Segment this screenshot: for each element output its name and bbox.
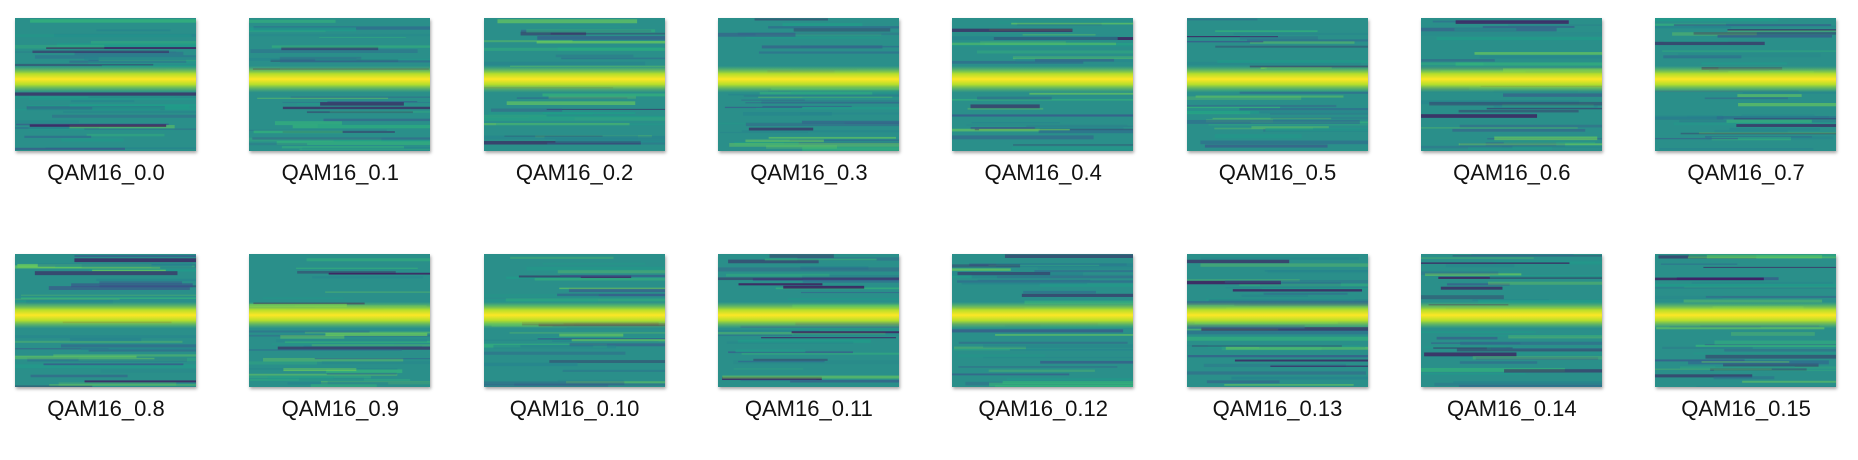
file-item[interactable]: QAM16_0.9 <box>249 254 483 454</box>
file-item[interactable]: QAM16_0.12 <box>952 254 1186 454</box>
thumbnail <box>952 254 1134 387</box>
file-name: QAM16_0.10 <box>509 396 640 421</box>
file-name: QAM16_0.5 <box>1218 160 1337 185</box>
file-name: QAM16_0.4 <box>984 160 1102 185</box>
file-name: QAM16_0.13 <box>1212 396 1343 421</box>
thumbnail <box>952 18 1134 151</box>
file-name: QAM16_0.2 <box>515 160 634 185</box>
file-name: QAM16_0.9 <box>281 396 399 421</box>
thumbnail <box>1420 18 1602 151</box>
thumbnail <box>1655 18 1837 151</box>
file-item[interactable]: QAM16_0.14 <box>1420 254 1655 454</box>
file-item[interactable]: QAM16_0.11 <box>717 254 952 454</box>
file-item[interactable]: QAM16_0.2 <box>483 18 718 218</box>
file-item[interactable]: QAM16_0.8 <box>15 254 249 454</box>
file-name: QAM16_0.7 <box>1687 160 1805 185</box>
file-item[interactable]: QAM16_0.15 <box>1655 254 1858 454</box>
file-item[interactable]: QAM16_0.7 <box>1655 18 1858 218</box>
thumbnail <box>483 18 665 151</box>
file-name: QAM16_0.14 <box>1446 396 1577 421</box>
file-item[interactable]: QAM16_0.10 <box>483 254 718 454</box>
file-item[interactable]: QAM16_0.13 <box>1186 254 1421 454</box>
file-item[interactable]: QAM16_0.6 <box>1420 18 1655 218</box>
file-item[interactable]: QAM16_0.4 <box>952 18 1186 218</box>
thumbnail <box>717 18 899 151</box>
file-item[interactable]: QAM16_0.0 <box>15 18 249 218</box>
thumbnail <box>249 254 431 387</box>
thumbnail <box>15 18 196 151</box>
file-item[interactable]: QAM16_0.5 <box>1186 18 1421 218</box>
file-name: QAM16_0.8 <box>47 396 165 421</box>
file-item[interactable]: QAM16_0.3 <box>717 18 952 218</box>
thumbnail <box>1186 18 1368 151</box>
file-name: QAM16_0.3 <box>750 160 868 185</box>
thumbnail <box>717 254 899 387</box>
thumbnail <box>1420 254 1602 387</box>
file-name: QAM16_0.11 <box>744 396 873 421</box>
file-name: QAM16_0.1 <box>281 160 399 185</box>
thumbnail <box>1655 254 1837 387</box>
thumbnail <box>249 18 431 151</box>
thumbnail <box>483 254 665 387</box>
thumbnail <box>15 254 196 387</box>
file-name: QAM16_0.0 <box>47 160 165 185</box>
file-name: QAM16_0.15 <box>1681 396 1811 421</box>
file-item[interactable]: QAM16_0.1 <box>249 18 483 218</box>
file-name: QAM16_0.6 <box>1453 160 1571 185</box>
file-name: QAM16_0.12 <box>978 396 1108 421</box>
thumbnail <box>1186 254 1368 387</box>
